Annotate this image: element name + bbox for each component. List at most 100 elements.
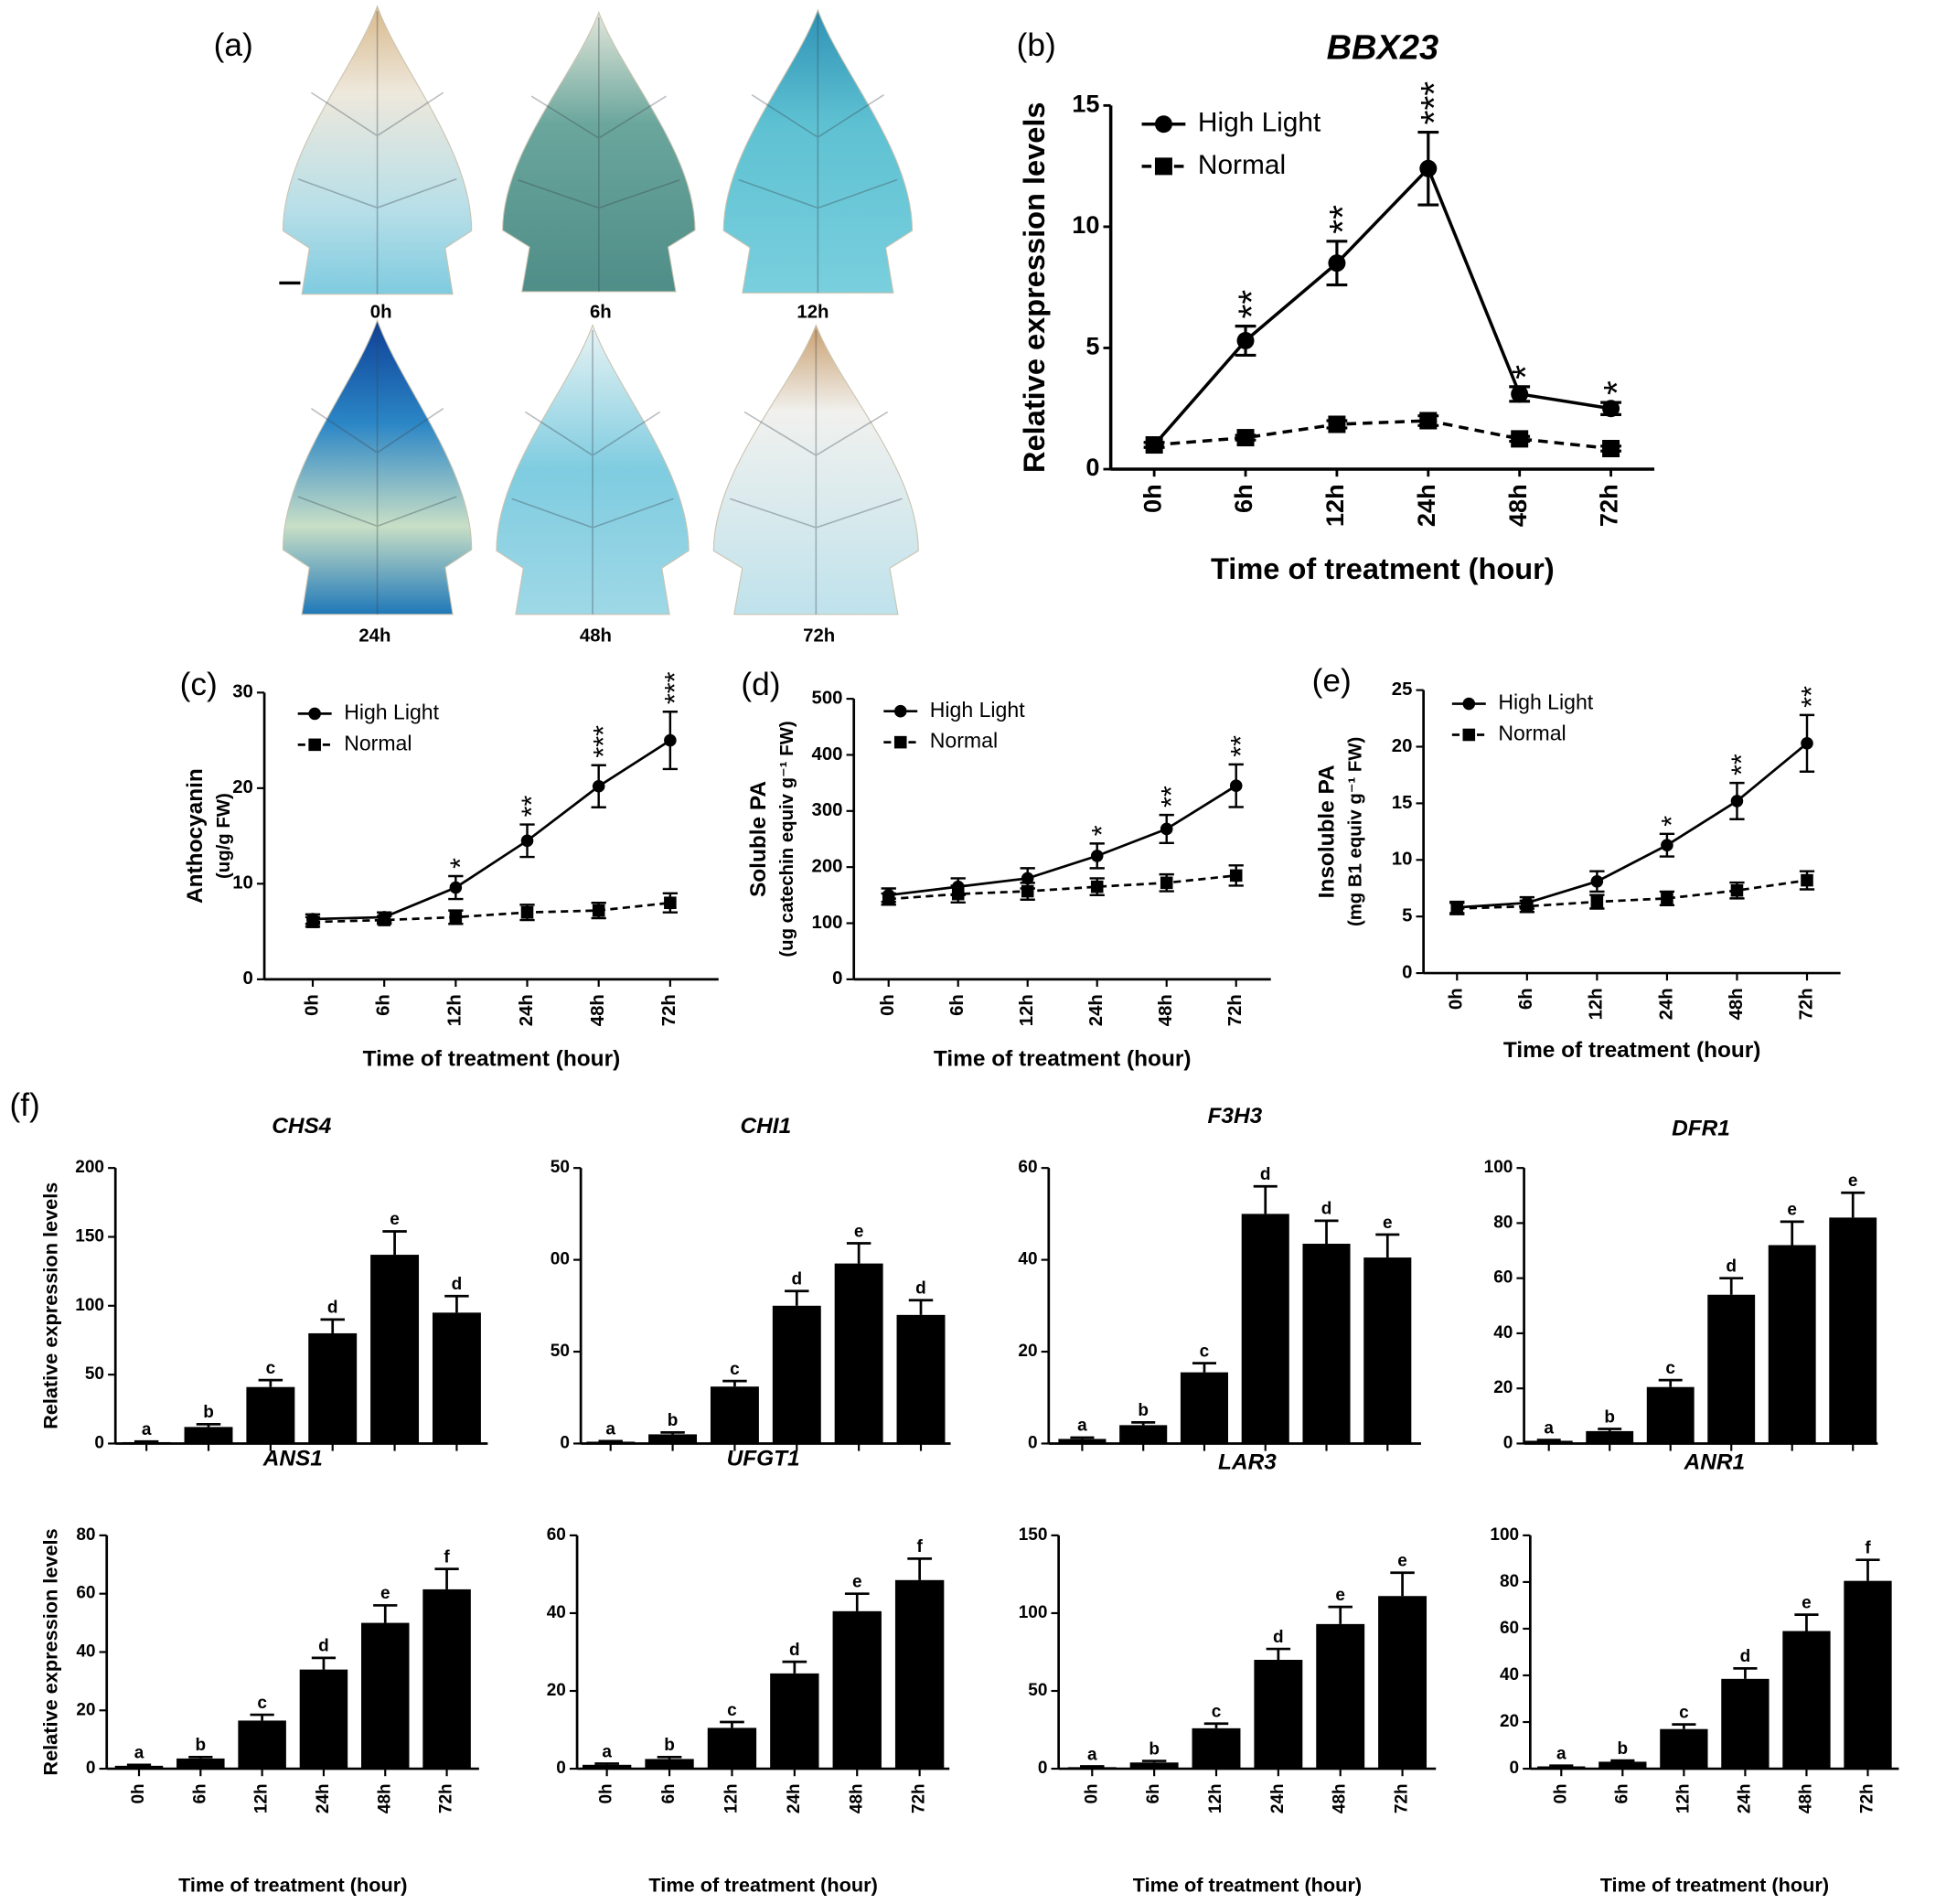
leaf-label: 24h bbox=[358, 626, 390, 647]
point-marker bbox=[1229, 779, 1243, 792]
group-letter: f bbox=[1865, 1538, 1871, 1557]
y-tick-label: 50 bbox=[551, 1342, 570, 1361]
group-letter: e bbox=[380, 1584, 390, 1603]
x-tick-label: 0h bbox=[1447, 988, 1467, 1010]
bar bbox=[586, 1441, 636, 1444]
bar bbox=[1598, 1761, 1647, 1770]
chart-title: CHS4 bbox=[272, 1114, 332, 1139]
x-tick-label: 72h bbox=[659, 994, 679, 1026]
x-tick-label: 24h bbox=[785, 1783, 804, 1813]
y-tick-label: 50 bbox=[85, 1364, 104, 1384]
y-tick-label: 00 bbox=[551, 1250, 570, 1269]
bar bbox=[648, 1434, 698, 1444]
x-tick-label: 24h bbox=[517, 994, 537, 1026]
y-tick-label: 0 bbox=[1402, 962, 1412, 982]
significance-label: ** bbox=[1796, 686, 1827, 708]
series-line bbox=[312, 901, 671, 924]
bar bbox=[1721, 1678, 1770, 1770]
y-axis-label: Anthocyanin bbox=[183, 768, 208, 904]
group-letter: c bbox=[727, 1701, 737, 1720]
point-marker bbox=[1661, 892, 1673, 905]
point-marker bbox=[520, 905, 534, 919]
y-tick-label: 0 bbox=[556, 1759, 566, 1778]
bar bbox=[370, 1255, 420, 1444]
chart-title: DFR1 bbox=[1672, 1117, 1730, 1141]
group-letter: b bbox=[196, 1736, 207, 1755]
x-tick-label: 12h bbox=[1587, 988, 1607, 1020]
point-marker bbox=[1419, 412, 1438, 430]
leaf-label: 0h bbox=[370, 302, 392, 322]
bar bbox=[114, 1765, 164, 1770]
point-marker bbox=[1236, 429, 1255, 447]
y-axis-sublabel: (ug/g FW) bbox=[214, 793, 234, 879]
group-letter: d bbox=[1260, 1165, 1271, 1184]
legend-marker bbox=[1462, 728, 1476, 742]
bar bbox=[1363, 1257, 1412, 1444]
x-axis-label: Time of treatment (hour) bbox=[1133, 1874, 1362, 1897]
legend-label: Normal bbox=[930, 729, 998, 753]
point-marker bbox=[1021, 872, 1034, 885]
y-tick-label: 0 bbox=[1510, 1759, 1520, 1778]
x-tick-label: 48h bbox=[1727, 988, 1747, 1020]
significance-label: *** bbox=[588, 725, 619, 758]
group-letter: d bbox=[1740, 1647, 1751, 1666]
legend-label: High Light bbox=[930, 698, 1025, 722]
y-tick-label: 60 bbox=[76, 1584, 95, 1603]
chart-title: CHI1 bbox=[741, 1114, 792, 1139]
x-axis-label: Time of treatment (hour) bbox=[1211, 552, 1555, 585]
panel-label: (b) bbox=[1017, 27, 1056, 63]
leaf-image bbox=[496, 324, 690, 615]
group-letter: a bbox=[1544, 1418, 1554, 1438]
significance-label: ** bbox=[1727, 754, 1758, 776]
bar bbox=[1768, 1245, 1816, 1444]
y-tick-label: 200 bbox=[75, 1158, 104, 1177]
bar bbox=[770, 1673, 819, 1770]
x-tick-label: 12h bbox=[1017, 994, 1037, 1026]
legend-marker bbox=[1154, 115, 1172, 134]
bar bbox=[1524, 1440, 1573, 1444]
y-tick-label: 80 bbox=[76, 1525, 95, 1545]
y-tick-label: 15 bbox=[1392, 793, 1413, 813]
group-letter: d bbox=[789, 1641, 800, 1660]
y-axis-sublabel: (mg B1 equiv g⁻¹ FW) bbox=[1346, 737, 1366, 926]
y-tick-label: 40 bbox=[76, 1642, 95, 1661]
x-tick-label: 24h bbox=[314, 1783, 333, 1813]
leaf-vein bbox=[738, 15, 898, 294]
bar bbox=[246, 1386, 295, 1444]
y-tick-label: 30 bbox=[232, 682, 253, 702]
x-tick-label: 48h bbox=[1796, 1783, 1815, 1813]
bar bbox=[1586, 1430, 1634, 1444]
point-marker bbox=[1328, 415, 1346, 433]
bar bbox=[1241, 1214, 1289, 1444]
x-tick-label: 48h bbox=[588, 994, 608, 1026]
y-tick-label: 20 bbox=[76, 1700, 95, 1719]
x-tick-label: 0h bbox=[1551, 1783, 1570, 1803]
group-letter: c bbox=[266, 1359, 276, 1378]
y-tick-label: 300 bbox=[812, 800, 843, 820]
bar bbox=[432, 1312, 481, 1444]
significance-label: ** bbox=[1156, 786, 1187, 808]
point-marker bbox=[1590, 895, 1604, 908]
x-tick-label: 72h bbox=[1796, 988, 1816, 1020]
bar bbox=[238, 1720, 286, 1770]
point-marker bbox=[1602, 439, 1620, 458]
y-tick-label: 0 bbox=[1038, 1759, 1048, 1778]
x-tick-label: 6h bbox=[1229, 484, 1257, 513]
y-axis-label: Relative expression levels bbox=[39, 1528, 62, 1775]
bar bbox=[1660, 1728, 1708, 1770]
y-tick-label: 80 bbox=[1500, 1572, 1519, 1591]
x-tick-label: 12h bbox=[1320, 484, 1349, 527]
group-letter: d bbox=[791, 1270, 802, 1289]
significance-label: * bbox=[445, 858, 476, 869]
bar bbox=[176, 1758, 225, 1770]
x-tick-label: 6h bbox=[190, 1783, 209, 1803]
y-tick-label: 150 bbox=[75, 1227, 104, 1246]
x-tick-label: 72h bbox=[437, 1783, 456, 1813]
bar bbox=[1378, 1596, 1427, 1770]
leaf-image bbox=[282, 318, 473, 615]
y-tick-label: 50 bbox=[1028, 1681, 1047, 1700]
bar bbox=[1180, 1372, 1229, 1444]
group-letter: e bbox=[390, 1210, 400, 1229]
y-tick-label: 80 bbox=[1493, 1213, 1513, 1232]
